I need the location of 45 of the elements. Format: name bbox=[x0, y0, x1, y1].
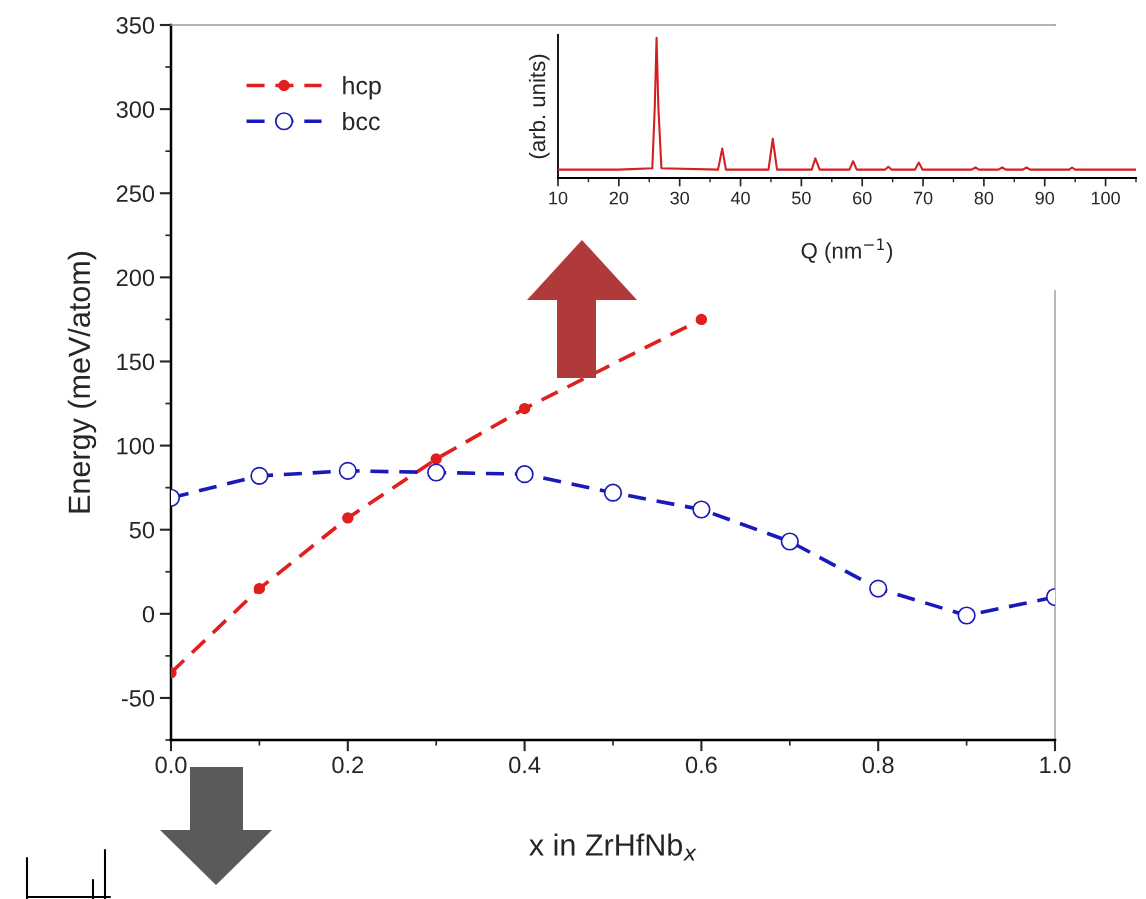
x-tick-label: 40 bbox=[730, 191, 750, 205]
y-tick-label: 50 bbox=[129, 521, 155, 539]
y-tick-label: 0 bbox=[142, 605, 155, 623]
x-tick-label: 1.0 bbox=[1040, 756, 1071, 774]
y-tick-label: 250 bbox=[116, 185, 155, 203]
point bbox=[695, 313, 708, 326]
point bbox=[869, 579, 888, 598]
x-tick-label: 70 bbox=[913, 191, 933, 205]
x-tick-label: 10 bbox=[549, 191, 568, 205]
x-tick-label: 60 bbox=[853, 191, 872, 205]
y-tick-label: 200 bbox=[116, 269, 155, 287]
y-tick-label: 150 bbox=[117, 353, 155, 371]
y-tick-label: 300 bbox=[116, 101, 155, 118]
legend-label: bcc bbox=[343, 111, 380, 131]
legend-label: hcp bbox=[343, 76, 381, 100]
x-tick-label: 0.0 bbox=[155, 756, 187, 774]
point bbox=[603, 483, 623, 502]
x-tick-label: 100 bbox=[1091, 191, 1120, 205]
x-axis-title: x in ZrHfNb$_{x}$ bbox=[529, 833, 697, 861]
x-tick-label: 80 bbox=[974, 191, 994, 205]
y-axis-title: Energy (meV/atom) bbox=[67, 251, 97, 513]
x-tick-label: 30 bbox=[670, 191, 690, 205]
x-tick-label: 0.4 bbox=[509, 756, 541, 774]
x-tick-label: 0.6 bbox=[685, 756, 717, 774]
y-tick-label: -50 bbox=[121, 690, 155, 707]
x-tick-label: 90 bbox=[1035, 191, 1055, 205]
x-tick-label: 0.2 bbox=[332, 756, 364, 774]
point bbox=[430, 453, 442, 465]
point bbox=[957, 606, 976, 625]
x-tick-label: 50 bbox=[792, 191, 811, 205]
y-axis-title: (arb. units) bbox=[528, 54, 550, 159]
x-tick-label: 20 bbox=[609, 191, 629, 205]
point bbox=[250, 466, 269, 485]
point bbox=[253, 582, 266, 595]
point bbox=[692, 500, 711, 519]
point bbox=[342, 512, 354, 524]
point bbox=[338, 461, 357, 480]
point bbox=[427, 463, 446, 482]
x-axis-title: Q (nm$^{−1}$) bbox=[801, 238, 893, 264]
point bbox=[518, 402, 531, 415]
point bbox=[780, 532, 799, 551]
y-tick-label: 350 bbox=[116, 17, 155, 34]
point bbox=[515, 465, 534, 484]
x-tick-label: 0.8 bbox=[862, 756, 894, 774]
y-tick-label: 100 bbox=[117, 437, 155, 455]
